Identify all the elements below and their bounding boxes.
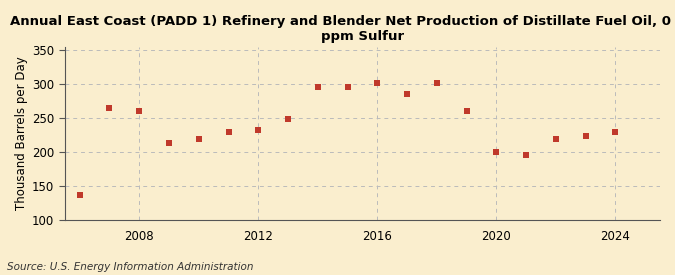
Point <box>193 136 204 141</box>
Point <box>550 136 561 141</box>
Point <box>313 85 323 89</box>
Point <box>402 92 412 97</box>
Point <box>520 153 531 157</box>
Point <box>223 130 234 135</box>
Point <box>580 134 591 138</box>
Point <box>461 109 472 113</box>
Point <box>104 106 115 110</box>
Point <box>342 85 353 89</box>
Point <box>253 128 264 133</box>
Point <box>163 141 174 145</box>
Point <box>491 149 502 154</box>
Title: Annual East Coast (PADD 1) Refinery and Blender Net Production of Distillate Fue: Annual East Coast (PADD 1) Refinery and … <box>10 15 675 43</box>
Point <box>74 193 85 197</box>
Point <box>372 81 383 85</box>
Point <box>431 81 442 85</box>
Point <box>283 117 294 121</box>
Y-axis label: Thousand Barrels per Day: Thousand Barrels per Day <box>15 57 28 210</box>
Text: Source: U.S. Energy Information Administration: Source: U.S. Energy Information Administ… <box>7 262 253 272</box>
Point <box>610 130 621 134</box>
Point <box>134 109 144 114</box>
